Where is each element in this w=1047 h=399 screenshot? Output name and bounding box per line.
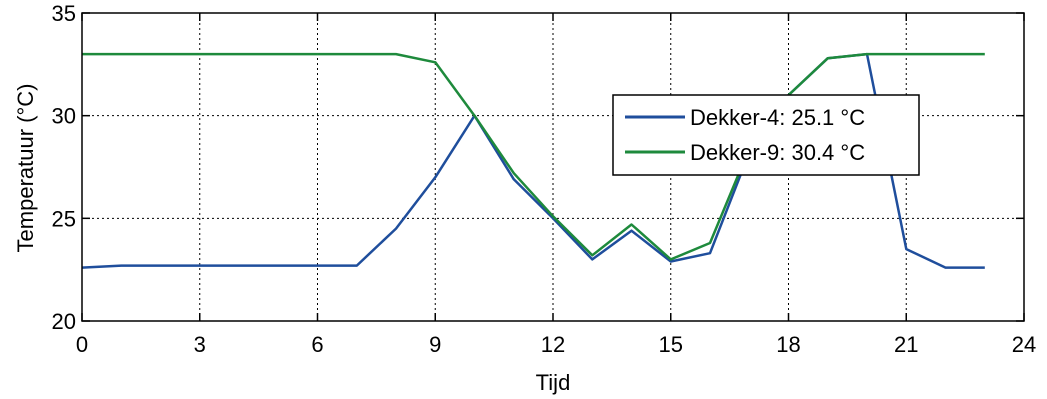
y-tick-label: 25 — [52, 206, 76, 231]
x-axis-label: Tijd — [536, 370, 571, 395]
x-tick-label: 6 — [311, 332, 323, 357]
y-tick-label: 20 — [52, 309, 76, 334]
axis-ticks: 0 3 6 9 12 15 18 21 24 20 25 30 35 — [52, 1, 1037, 357]
legend-label-dekker-9: Dekker-9: 30.4 °C — [690, 140, 865, 165]
y-tick-label: 30 — [52, 104, 76, 129]
legend-label-dekker-4: Dekker-4: 25.1 °C — [690, 105, 865, 130]
x-tick-label: 12 — [541, 332, 565, 357]
x-tick-label: 9 — [429, 332, 441, 357]
x-tick-label: 21 — [894, 332, 918, 357]
x-tick-label: 24 — [1012, 332, 1036, 357]
x-tick-label: 3 — [194, 332, 206, 357]
legend: Dekker-4: 25.1 °C Dekker-9: 30.4 °C — [612, 94, 920, 176]
x-tick-label: 18 — [776, 332, 800, 357]
legend-box — [612, 94, 920, 176]
series-line-dekker-9 — [82, 52, 985, 261]
x-tick-label: 0 — [76, 332, 88, 357]
x-tick-label: 15 — [659, 332, 683, 357]
y-axis-label: Temperatuur (°C) — [13, 84, 38, 253]
y-tick-label: 35 — [52, 1, 76, 26]
data-series — [81, 52, 985, 269]
